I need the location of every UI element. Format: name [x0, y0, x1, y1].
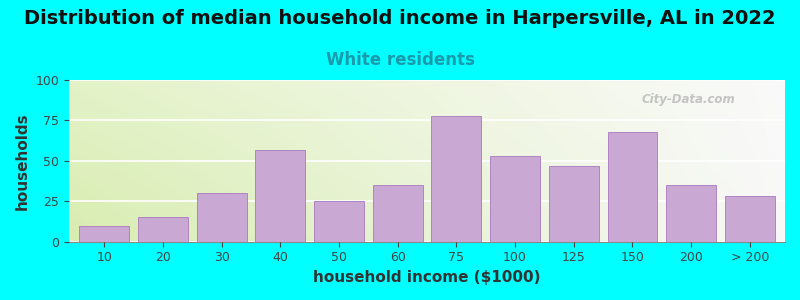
Bar — [138, 218, 188, 242]
Y-axis label: households: households — [15, 112, 30, 210]
Bar — [607, 132, 658, 242]
Bar — [314, 201, 364, 242]
Bar — [373, 185, 422, 242]
Bar — [725, 196, 774, 242]
Text: Distribution of median household income in Harpersville, AL in 2022: Distribution of median household income … — [24, 9, 776, 28]
Bar — [431, 116, 482, 242]
X-axis label: household income ($1000): household income ($1000) — [314, 270, 541, 285]
Bar — [549, 166, 598, 242]
Bar — [197, 193, 246, 242]
Bar — [490, 156, 540, 242]
Text: White residents: White residents — [326, 51, 474, 69]
Bar — [255, 149, 306, 242]
Bar — [666, 185, 716, 242]
Bar — [79, 226, 130, 242]
Text: City-Data.com: City-Data.com — [642, 93, 735, 106]
